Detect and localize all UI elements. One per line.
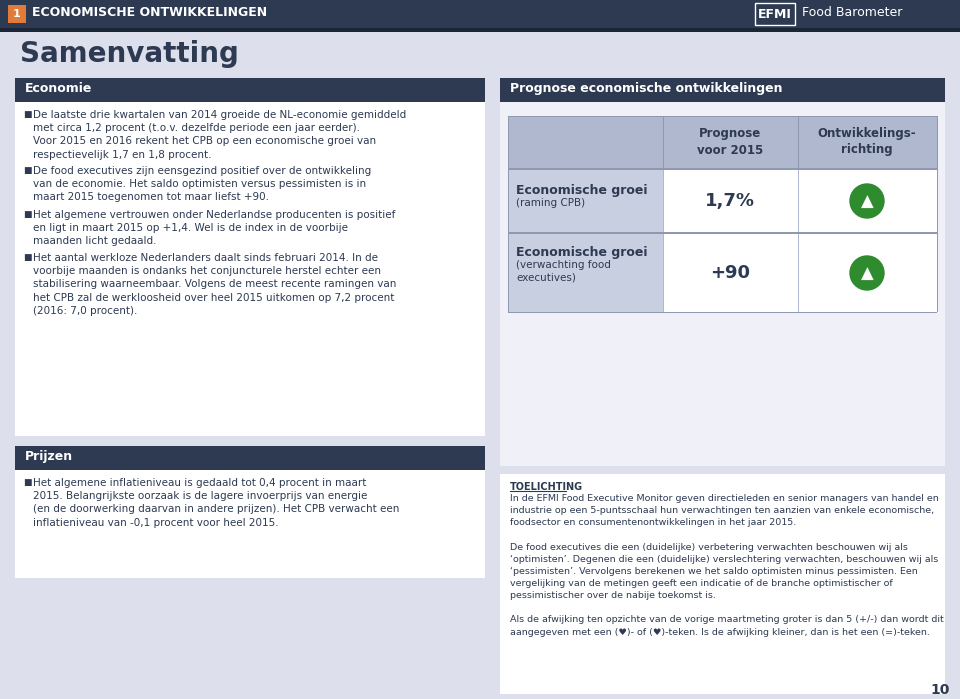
FancyBboxPatch shape	[508, 116, 937, 117]
Text: Prognose
voor 2015: Prognose voor 2015	[697, 127, 763, 157]
FancyBboxPatch shape	[798, 170, 799, 232]
Text: Prijzen: Prijzen	[25, 450, 73, 463]
Text: ■: ■	[23, 210, 32, 219]
FancyBboxPatch shape	[663, 170, 664, 232]
Text: 1,7%: 1,7%	[705, 192, 755, 210]
Text: ■: ■	[23, 253, 32, 262]
Text: ■: ■	[23, 110, 32, 119]
Circle shape	[850, 256, 884, 290]
FancyBboxPatch shape	[8, 5, 26, 23]
FancyBboxPatch shape	[15, 78, 485, 102]
Text: Het algemene vertrouwen onder Nederlandse producenten is positief
en ligt in maa: Het algemene vertrouwen onder Nederlands…	[33, 210, 396, 246]
Text: ▲: ▲	[860, 265, 874, 283]
Text: ▲: ▲	[860, 193, 874, 211]
Text: Ontwikkelings-
richting: Ontwikkelings- richting	[818, 127, 916, 157]
FancyBboxPatch shape	[15, 78, 485, 436]
Text: Economische groei: Economische groei	[516, 184, 647, 197]
FancyBboxPatch shape	[508, 170, 663, 232]
Text: (verwachting food
executives): (verwachting food executives)	[516, 260, 611, 282]
FancyBboxPatch shape	[500, 474, 945, 694]
FancyBboxPatch shape	[15, 446, 485, 470]
Text: +90: +90	[710, 264, 750, 282]
FancyBboxPatch shape	[508, 168, 937, 170]
Text: 1: 1	[13, 9, 21, 19]
Text: ECONOMISCHE ONTWIKKELINGEN: ECONOMISCHE ONTWIKKELINGEN	[32, 6, 267, 19]
Text: De food executives zijn eensgezind positief over de ontwikkeling
van de economie: De food executives zijn eensgezind posit…	[33, 166, 372, 203]
Text: Prognose economische ontwikkelingen: Prognose economische ontwikkelingen	[510, 82, 782, 95]
Text: Economie: Economie	[25, 82, 92, 95]
Text: TOELICHTING: TOELICHTING	[510, 482, 583, 492]
FancyBboxPatch shape	[663, 170, 798, 232]
Text: ■: ■	[23, 166, 32, 175]
FancyBboxPatch shape	[508, 116, 509, 312]
Text: De laatste drie kwartalen van 2014 groeide de NL-economie gemiddeld
met circa 1,: De laatste drie kwartalen van 2014 groei…	[33, 110, 406, 159]
FancyBboxPatch shape	[663, 234, 798, 312]
FancyBboxPatch shape	[500, 78, 945, 466]
FancyBboxPatch shape	[798, 116, 799, 168]
FancyBboxPatch shape	[15, 446, 485, 578]
Text: In de EFMI Food Executive Monitor geven directieleden en senior managers van han: In de EFMI Food Executive Monitor geven …	[510, 494, 944, 637]
Text: Het algemene inflatieniveau is gedaald tot 0,4 procent in maart
2015. Belangrijk: Het algemene inflatieniveau is gedaald t…	[33, 478, 399, 528]
FancyBboxPatch shape	[0, 0, 960, 28]
Text: Het aantal werkloze Nederlanders daalt sinds februari 2014. In de
voorbije maand: Het aantal werkloze Nederlanders daalt s…	[33, 253, 396, 316]
Text: Food Barometer: Food Barometer	[802, 6, 902, 19]
FancyBboxPatch shape	[798, 234, 799, 312]
FancyBboxPatch shape	[508, 116, 937, 168]
FancyBboxPatch shape	[508, 312, 937, 313]
FancyBboxPatch shape	[508, 232, 937, 234]
Circle shape	[850, 184, 884, 218]
FancyBboxPatch shape	[500, 78, 945, 102]
Text: Economische groei: Economische groei	[516, 246, 647, 259]
Text: Samenvatting: Samenvatting	[20, 40, 239, 68]
Text: EFMI: EFMI	[758, 8, 792, 20]
FancyBboxPatch shape	[663, 116, 664, 168]
FancyBboxPatch shape	[798, 234, 937, 312]
Text: 10: 10	[930, 683, 949, 697]
Text: (raming CPB): (raming CPB)	[516, 198, 586, 208]
FancyBboxPatch shape	[508, 234, 663, 312]
FancyBboxPatch shape	[798, 170, 937, 232]
FancyBboxPatch shape	[0, 28, 960, 32]
FancyBboxPatch shape	[663, 234, 664, 312]
Text: ■: ■	[23, 478, 32, 487]
FancyBboxPatch shape	[755, 3, 795, 25]
FancyBboxPatch shape	[937, 116, 938, 312]
